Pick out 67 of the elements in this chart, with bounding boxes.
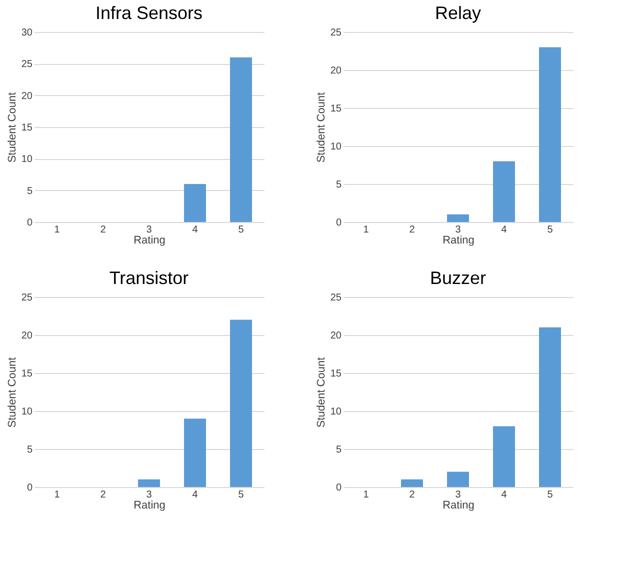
- x-tick-label: 2: [100, 224, 106, 236]
- x-axis-title: Rating: [442, 234, 474, 246]
- y-axis-title: Student Count: [6, 92, 18, 163]
- y-tick-label: 15: [21, 122, 33, 134]
- y-tick-label: 0: [336, 482, 342, 494]
- y-tick-label: 15: [330, 104, 342, 114]
- chart-title: Buzzer: [430, 268, 486, 288]
- y-tick-label: 25: [330, 28, 342, 38]
- bar: [493, 426, 515, 487]
- bar: [493, 161, 515, 222]
- x-tick-label: 4: [501, 224, 508, 236]
- x-tick-label: 2: [100, 490, 106, 500]
- x-tick-label: 3: [146, 490, 152, 500]
- x-tick-label: 1: [363, 224, 370, 236]
- y-tick-label: 20: [330, 330, 342, 342]
- y-tick-label: 5: [26, 186, 33, 197]
- bar: [138, 479, 160, 487]
- y-tick-label: 5: [336, 444, 342, 456]
- y-tick-label: 25: [330, 292, 342, 304]
- x-tick-label: 5: [238, 224, 244, 236]
- x-tick-label: 4: [192, 490, 198, 500]
- bar: [539, 327, 561, 487]
- x-tick-label: 3: [455, 224, 462, 236]
- y-tick-label: 20: [330, 66, 342, 76]
- y-tick-label: 5: [26, 444, 33, 456]
- y-axis-title: Student Count: [6, 357, 18, 428]
- x-tick-label: 1: [363, 490, 370, 500]
- x-tick-label: 2: [409, 224, 416, 236]
- y-tick-label: 15: [330, 368, 342, 380]
- y-tick-label: 10: [330, 406, 342, 418]
- x-tick-label: 1: [54, 224, 60, 236]
- y-tick-label: 20: [21, 90, 33, 102]
- x-tick-label: 3: [455, 490, 462, 500]
- y-tick-label: 25: [21, 59, 33, 70]
- x-tick-label: 5: [547, 224, 554, 236]
- y-tick-label: 10: [21, 154, 33, 166]
- y-tick-label: 25: [21, 292, 33, 304]
- x-axis-title: Rating: [134, 500, 166, 512]
- x-tick-label: 5: [238, 490, 244, 500]
- x-tick-label: 4: [501, 490, 508, 500]
- y-tick-label: 10: [21, 406, 33, 418]
- chart-title: Infra Sensors: [95, 3, 203, 23]
- y-tick-label: 15: [21, 368, 33, 380]
- y-tick-label: 20: [21, 330, 33, 342]
- x-tick-label: 1: [54, 490, 60, 500]
- x-axis-title: Rating: [134, 234, 166, 246]
- y-tick-label: 0: [26, 482, 33, 494]
- y-axis-title: Student Count: [315, 92, 328, 163]
- chart-title: Relay: [434, 3, 482, 23]
- y-tick-label: 0: [336, 218, 342, 228]
- y-tick-label: 5: [336, 180, 342, 190]
- bar: [401, 479, 423, 487]
- y-axis-title: Student Count: [315, 357, 328, 428]
- bar: [230, 320, 252, 487]
- x-tick-label: 3: [146, 224, 152, 236]
- chart-title: Transistor: [109, 268, 189, 288]
- bar: [447, 472, 469, 487]
- y-tick-label: 0: [26, 218, 33, 228]
- y-tick-label: 30: [21, 28, 33, 38]
- bar: [184, 418, 206, 487]
- x-tick-label: 5: [547, 490, 554, 500]
- x-axis-title: Rating: [442, 500, 474, 512]
- x-tick-label: 4: [192, 224, 198, 236]
- bar: [447, 214, 469, 222]
- x-tick-label: 2: [409, 490, 416, 500]
- y-tick-label: 10: [330, 142, 342, 152]
- bar: [539, 47, 561, 222]
